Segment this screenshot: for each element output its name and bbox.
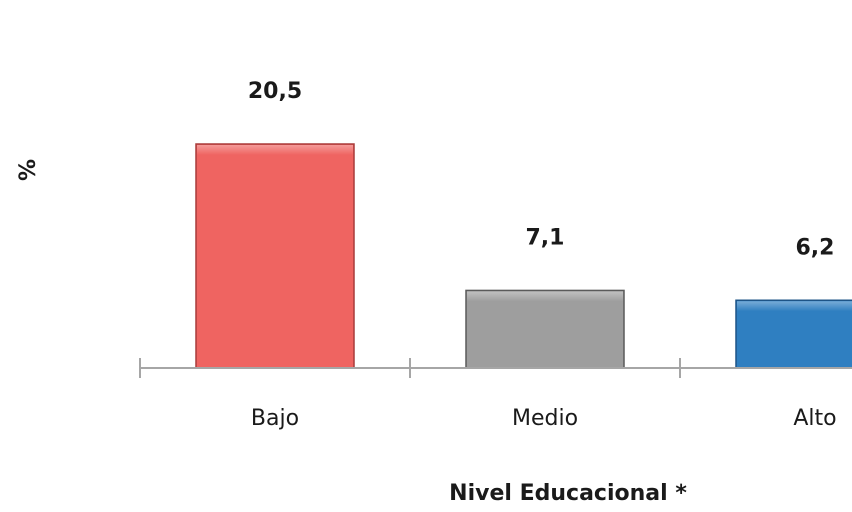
bar-highlight-bajo bbox=[197, 145, 353, 155]
data-label-alto: 6,2 bbox=[796, 235, 835, 260]
bar-medio bbox=[465, 289, 625, 369]
x-tick-label-alto: Alto bbox=[793, 406, 836, 431]
bar-highlight-alto bbox=[737, 301, 852, 312]
y-axis-title: % bbox=[16, 159, 41, 181]
data-label-bajo: 20,5 bbox=[248, 79, 302, 104]
bar-bajo bbox=[195, 143, 355, 369]
bar-alto bbox=[735, 299, 852, 369]
data-label-medio: 7,1 bbox=[526, 225, 565, 250]
x-axis bbox=[139, 358, 852, 378]
x-tick-label-medio: Medio bbox=[512, 406, 578, 431]
x-axis-title: Nivel Educacional * bbox=[449, 481, 687, 506]
bar-highlight-medio bbox=[467, 291, 623, 302]
bars-layer bbox=[195, 143, 852, 369]
x-tick-label-bajo: Bajo bbox=[251, 406, 299, 431]
x-tick-labels: Bajo Medio Alto bbox=[251, 406, 837, 431]
data-labels-layer: 20,5 7,1 6,2 bbox=[248, 79, 835, 260]
